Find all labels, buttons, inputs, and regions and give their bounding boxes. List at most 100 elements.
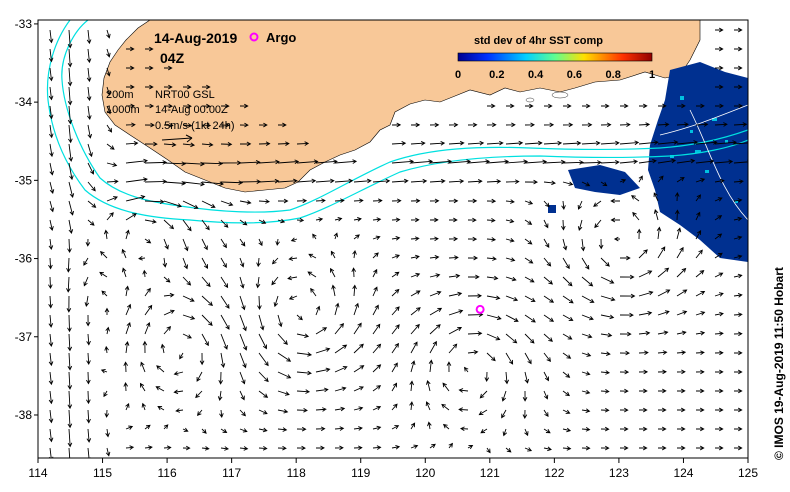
current-arrow	[695, 249, 703, 259]
x-axis: 114 115 116 117 118 119 120 121 122 123 124 125	[28, 458, 758, 480]
current-arrow	[657, 388, 667, 394]
current-arrow	[372, 385, 382, 392]
current-arrow	[448, 178, 465, 184]
current-arrow	[581, 103, 591, 109]
current-arrow	[714, 84, 724, 90]
current-arrow	[486, 140, 504, 146]
current-arrow	[87, 105, 92, 121]
current-arrow	[125, 141, 139, 146]
current-arrow	[239, 200, 252, 205]
current-arrow	[220, 295, 230, 309]
current-arrow	[372, 252, 379, 259]
current-arrow	[448, 273, 461, 279]
current-arrow	[49, 143, 54, 158]
current-arrow	[480, 428, 488, 434]
current-arrow	[429, 443, 436, 449]
current-arrow	[676, 388, 686, 394]
current-arrow	[296, 314, 303, 321]
sst-variance-patches	[548, 62, 748, 262]
current-arrow	[543, 257, 552, 267]
current-arrow	[334, 322, 345, 335]
current-arrow	[600, 181, 608, 187]
current-arrow	[505, 140, 524, 146]
current-arrow	[239, 371, 246, 385]
current-arrow	[486, 333, 501, 341]
current-arrow	[315, 327, 328, 335]
current-arrow	[201, 142, 214, 147]
current-arrow	[441, 403, 450, 411]
current-arrow	[104, 345, 109, 354]
current-arrow	[239, 428, 248, 433]
current-arrow	[277, 427, 288, 432]
plot-frame	[37, 19, 749, 459]
current-arrow	[105, 447, 111, 457]
argo-float-marker[interactable]	[475, 304, 485, 314]
current-arrow	[581, 276, 594, 287]
current-arrow	[144, 287, 151, 297]
current-arrow	[486, 256, 497, 261]
current-arrow	[676, 310, 688, 316]
current-arrow	[372, 323, 381, 335]
current-arrow	[714, 311, 724, 317]
current-arrow	[277, 178, 298, 184]
current-arrow	[657, 246, 666, 259]
current-arrow	[653, 209, 659, 221]
product-label: NRT00 GSL	[155, 89, 215, 101]
current-arrow	[391, 444, 401, 450]
current-vectors	[48, 27, 748, 458]
current-arrow	[505, 238, 515, 243]
current-arrow	[372, 343, 382, 354]
current-arrow	[67, 238, 72, 254]
current-arrow	[182, 238, 189, 252]
current-arrow	[619, 331, 632, 337]
current-arrow	[201, 219, 210, 231]
current-arrow	[105, 326, 110, 335]
current-arrow	[239, 314, 247, 332]
current-arrow	[524, 276, 535, 283]
current-arrow	[467, 122, 478, 128]
current-arrow	[429, 198, 440, 204]
current-arrow	[273, 295, 279, 308]
current-arrow	[695, 122, 709, 127]
current-arrow	[48, 333, 54, 348]
current-arrow	[67, 86, 73, 106]
current-arrow	[581, 333, 593, 339]
current-arrow	[239, 352, 247, 369]
current-arrow	[524, 140, 543, 146]
current-arrow	[372, 445, 382, 450]
current-arrow	[467, 217, 477, 223]
current-arrow	[543, 333, 553, 342]
current-arrow	[610, 198, 621, 204]
current-arrow	[600, 276, 615, 284]
timestamp-label: 14-Aug 00:00Z	[155, 104, 228, 116]
current-arrow	[448, 198, 459, 204]
current-arrow	[142, 340, 148, 354]
current-arrow	[182, 161, 205, 167]
current-arrow	[87, 162, 95, 175]
current-arrow	[106, 179, 119, 184]
current-arrow	[219, 409, 224, 418]
current-arrow	[353, 198, 364, 203]
current-arrow	[631, 195, 640, 202]
current-arrow	[619, 445, 629, 451]
current-arrow	[504, 371, 510, 385]
current-arrow	[182, 123, 193, 128]
current-arrow	[220, 446, 229, 451]
current-arrow	[144, 103, 155, 109]
current-arrow	[179, 352, 184, 360]
current-arrow	[543, 122, 555, 128]
current-arrow	[543, 159, 566, 165]
current-arrow	[638, 103, 648, 109]
current-arrow	[486, 103, 496, 109]
current-arrow	[258, 409, 268, 415]
current-arrow	[67, 352, 73, 371]
current-arrow	[522, 390, 528, 402]
current-arrow	[733, 198, 743, 203]
current-arrow	[125, 402, 130, 411]
current-arrow	[714, 178, 725, 184]
current-arrow	[505, 103, 515, 109]
current-arrow	[619, 293, 636, 299]
current-arrow	[657, 289, 671, 297]
current-arrow	[410, 272, 421, 278]
current-arrow	[86, 371, 91, 385]
